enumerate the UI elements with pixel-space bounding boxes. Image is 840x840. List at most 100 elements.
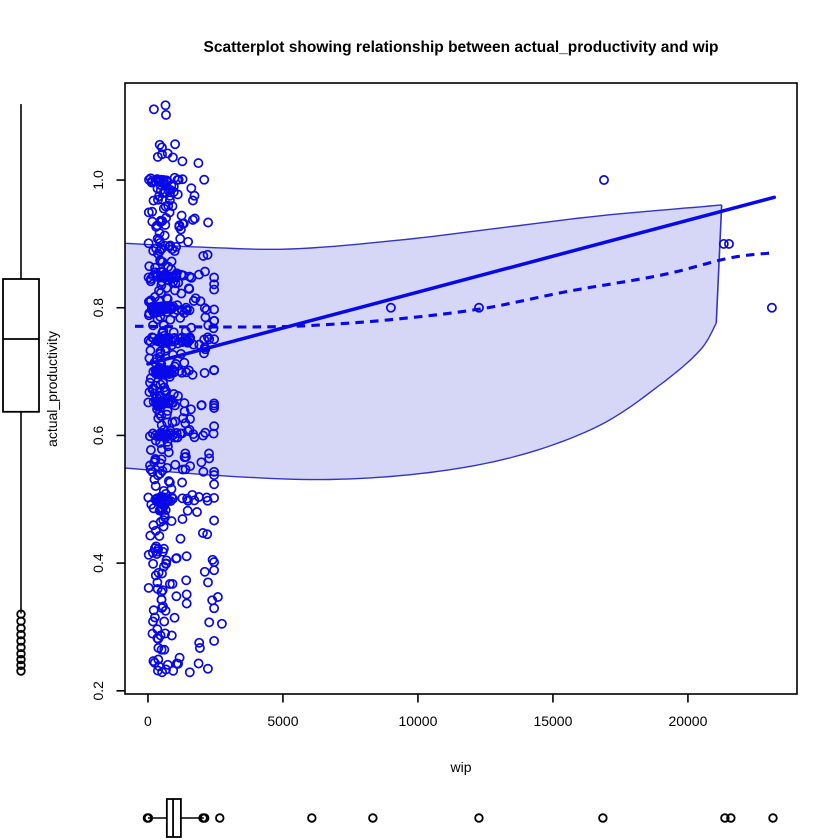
scatter-point <box>170 359 181 369</box>
scatter-point <box>153 633 164 644</box>
scatter-point-outlier <box>385 302 396 313</box>
scatter-point <box>143 397 154 408</box>
boxplot-outlier <box>768 813 778 823</box>
scatter-point <box>150 267 161 278</box>
scatter-point <box>149 474 160 485</box>
boxplot-outlier <box>16 666 26 676</box>
scatter-point <box>154 369 165 380</box>
scatter-point <box>168 430 179 440</box>
scatter-point <box>179 452 190 463</box>
band-top-edge <box>124 204 722 250</box>
scatter-point <box>180 418 191 429</box>
scatter-point <box>167 417 178 428</box>
scatter-point <box>143 582 154 593</box>
scatter-point <box>203 217 214 228</box>
scatter-point <box>145 530 156 541</box>
scatter-point <box>181 598 192 609</box>
scatter-point <box>164 579 175 589</box>
scatter-point <box>160 505 171 516</box>
scatter-point <box>182 505 193 516</box>
chart-title: Scatterplot showing relationship between… <box>203 39 718 56</box>
scatter-point <box>179 308 190 318</box>
x-tick-label: 10000 <box>398 713 437 729</box>
scatter-point <box>209 466 220 477</box>
scatter-point <box>187 489 198 500</box>
scatter-point <box>156 266 166 277</box>
y-tick-label: 0.8 <box>90 298 106 318</box>
scatter-point <box>145 373 156 384</box>
scatter-point <box>167 493 178 504</box>
scatter-point-outlier <box>718 238 729 249</box>
y-tick-label: 1.0 <box>90 170 106 190</box>
scatter-point <box>145 377 155 388</box>
scatter-point <box>194 643 205 653</box>
scatter-point <box>193 658 204 669</box>
x-tick-label: 5000 <box>267 713 298 729</box>
scatter-point <box>175 224 186 235</box>
scatter-point <box>157 429 168 439</box>
y-tick-label: 0.6 <box>90 425 106 445</box>
scatter-point <box>209 421 220 432</box>
boxplot-outlier <box>16 642 26 653</box>
scatter-point <box>162 294 173 304</box>
scatter-point <box>152 401 163 412</box>
scatter-point <box>149 543 160 554</box>
scatter-point <box>160 100 171 111</box>
scatter-point <box>154 365 164 376</box>
scatter-point <box>188 429 199 440</box>
scatter-point <box>150 481 161 491</box>
scatter-points <box>143 100 777 678</box>
scatter-point <box>175 533 186 544</box>
boxplot-outlier <box>199 813 210 823</box>
scatter-point <box>174 652 185 663</box>
scatter-point <box>162 441 173 452</box>
scatter-point <box>157 585 168 596</box>
scatter-point <box>167 244 178 255</box>
scatter-point <box>209 470 220 481</box>
x-tick-label: 15000 <box>533 713 572 729</box>
scatter-point <box>158 561 169 572</box>
scatter-point <box>170 139 181 150</box>
scatter-point-outlier <box>599 175 609 185</box>
scatter-point-outlier <box>724 238 734 249</box>
band-fill <box>125 204 722 480</box>
boxplot-outlier <box>16 629 26 640</box>
scatter-point <box>188 339 199 350</box>
boxplot-outlier <box>307 813 317 823</box>
scatter-point <box>200 266 210 277</box>
scatter-point <box>202 249 213 260</box>
scatter-point <box>143 238 154 249</box>
scatter-point <box>154 531 165 541</box>
scatter-point <box>177 477 188 488</box>
scatter-point <box>201 492 212 503</box>
scatter-point <box>184 667 195 678</box>
scatter-point <box>157 338 168 349</box>
scatter-point <box>167 201 178 212</box>
scatter-point <box>152 577 163 588</box>
fit-lines <box>135 195 777 366</box>
marginal-boxplot-x <box>142 798 778 838</box>
boxplot-outlier <box>16 623 26 633</box>
scatter-point <box>159 498 170 509</box>
band-right-edge <box>715 204 723 324</box>
scatter-point <box>162 659 173 670</box>
scatter-point <box>209 334 220 345</box>
y-tick-label: 0.4 <box>90 553 106 573</box>
scatter-point <box>202 529 213 540</box>
scatter-point <box>199 566 210 577</box>
smooth-line <box>135 251 774 329</box>
scatter-point <box>162 303 173 314</box>
scatter-point <box>158 188 169 199</box>
scatter-point <box>189 213 200 224</box>
scatter-point <box>209 398 220 409</box>
scatter-point <box>155 256 166 267</box>
scatter-point <box>196 400 207 411</box>
scatter-point <box>173 391 183 401</box>
scatter-point <box>209 279 220 290</box>
scatter-point <box>155 437 166 448</box>
scatter-point <box>144 261 155 272</box>
scatter-point <box>168 271 179 282</box>
scatter-point <box>177 156 188 167</box>
scatter-point <box>195 296 206 307</box>
scatter-point <box>158 521 169 532</box>
